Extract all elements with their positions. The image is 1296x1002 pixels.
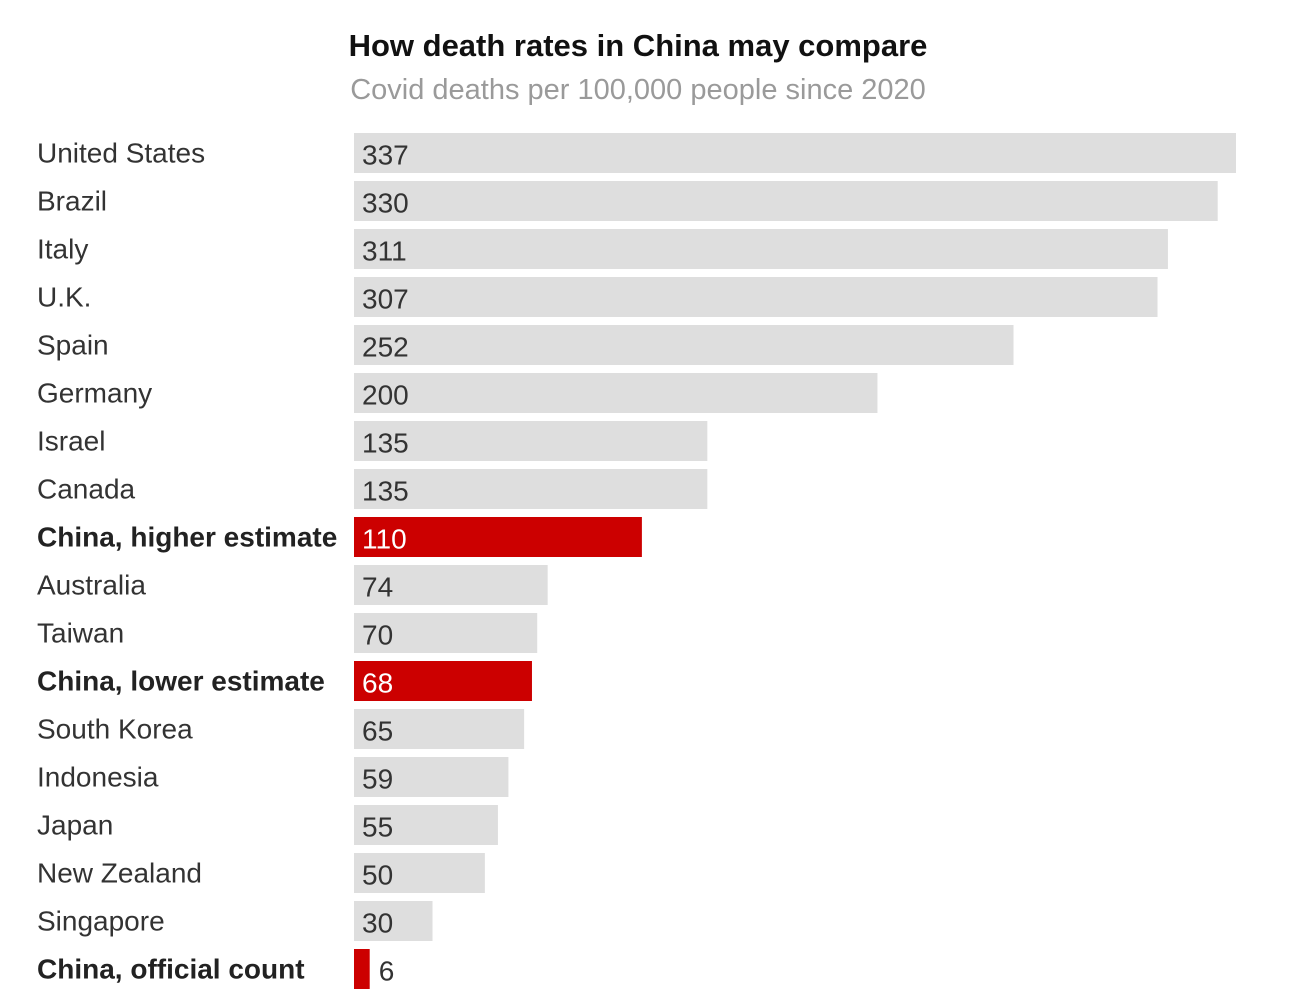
bar (354, 709, 525, 749)
value-label: 330 (362, 188, 409, 219)
bar (354, 757, 509, 797)
category-label: China, higher estimate (37, 522, 337, 553)
value-label: 307 (362, 284, 409, 315)
bar (354, 181, 1218, 221)
category-label: Taiwan (37, 618, 124, 649)
value-label: 337 (362, 140, 409, 171)
bar (354, 949, 370, 989)
category-label: U.K. (37, 282, 91, 313)
value-label: 50 (362, 860, 393, 891)
value-label: 252 (362, 332, 409, 363)
category-label: South Korea (37, 714, 193, 745)
bar (354, 613, 538, 653)
bar (354, 373, 878, 413)
value-label: 200 (362, 380, 409, 411)
value-label: 30 (362, 908, 393, 939)
bar (354, 901, 433, 941)
value-label: 59 (362, 764, 393, 795)
bar (354, 229, 1168, 269)
bar (354, 661, 532, 701)
category-label: Canada (37, 474, 136, 505)
category-label: Indonesia (37, 762, 159, 793)
value-label: 70 (362, 620, 393, 651)
category-label: China, lower estimate (37, 666, 325, 697)
bar (354, 469, 708, 509)
value-label: 135 (362, 428, 409, 459)
bar (354, 805, 498, 845)
value-label: 68 (362, 668, 393, 699)
category-label: Germany (37, 378, 152, 409)
category-label: Japan (37, 810, 113, 841)
category-label: New Zealand (37, 858, 202, 889)
bar (354, 517, 642, 557)
bar (354, 421, 708, 461)
value-label: 311 (362, 236, 407, 267)
value-label: 6 (379, 956, 395, 987)
category-label: China, official count (37, 954, 305, 985)
category-label: Singapore (37, 906, 165, 937)
category-label: Italy (37, 234, 88, 265)
bar (354, 853, 485, 893)
bar (354, 565, 548, 605)
category-label: Australia (37, 570, 146, 601)
category-label: Israel (37, 426, 105, 457)
category-label: United States (37, 138, 205, 169)
value-label: 74 (362, 572, 393, 603)
bar (354, 277, 1158, 317)
category-label: Spain (37, 330, 109, 361)
category-label: Brazil (37, 186, 107, 217)
value-label: 65 (362, 716, 393, 747)
bar (354, 325, 1014, 365)
value-label: 55 (362, 812, 393, 843)
value-label: 110 (362, 524, 407, 555)
chart-subtitle: Covid deaths per 100,000 people since 20… (350, 74, 926, 106)
value-label: 135 (362, 476, 409, 507)
chart-title: How death rates in China may compare (348, 28, 928, 63)
bar (354, 133, 1236, 173)
